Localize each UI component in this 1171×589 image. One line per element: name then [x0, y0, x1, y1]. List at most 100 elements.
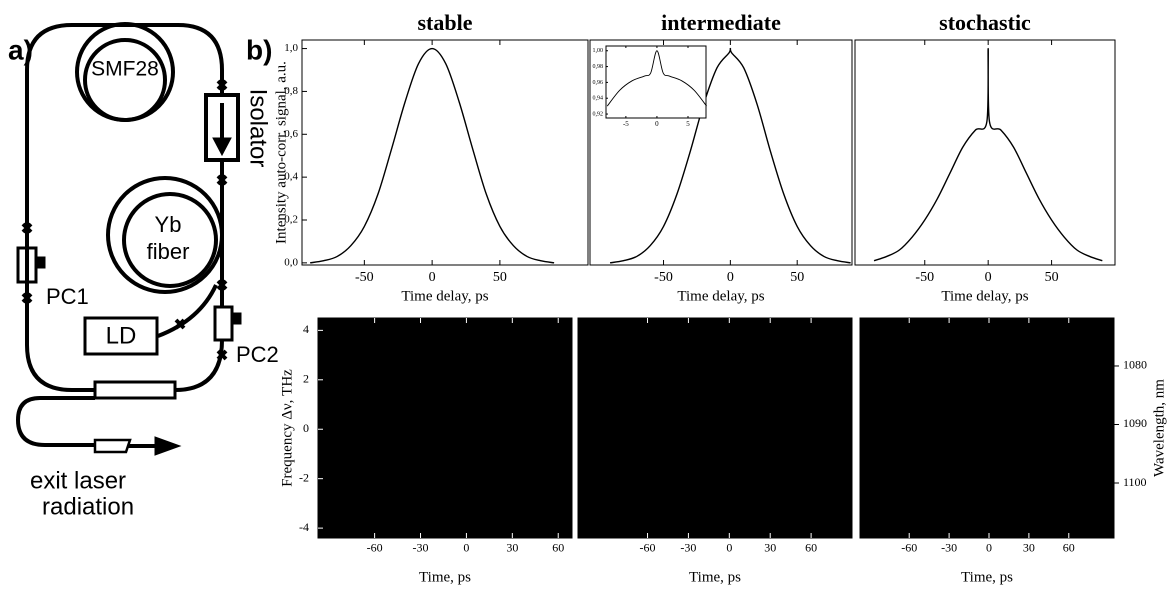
- y-axis-title: Frequency Δν, THz: [279, 369, 295, 487]
- panel-label: b): [246, 34, 272, 65]
- y-tick-label: 0,0: [284, 256, 298, 268]
- y-tick-label: 2: [303, 372, 309, 386]
- pump-label: LD: [106, 322, 137, 349]
- y-tick-label: 0,2: [284, 214, 298, 226]
- x-tick-label: 0: [985, 270, 992, 285]
- pc1-label: PC1: [46, 284, 89, 309]
- y-tick-label: -2: [299, 470, 309, 484]
- isolator-label: Isolator: [245, 89, 272, 168]
- y2-tick-label: 1080: [1123, 358, 1147, 372]
- line: [873, 47, 1103, 262]
- x-tick-label: 60: [552, 541, 564, 555]
- chart-title: stochastic: [939, 10, 1031, 35]
- spectrogram-area: [859, 317, 1115, 539]
- x-tick-label: -60: [367, 541, 383, 555]
- output-connector: [93, 438, 132, 454]
- x-axis-title: Time, ps: [419, 569, 471, 585]
- x-tick-label: 0: [429, 270, 436, 285]
- gain-fiber-label: Yb: [155, 212, 182, 237]
- x-tick-label: -30: [680, 541, 696, 555]
- splice: [216, 279, 228, 291]
- y2-tick-label: 1100: [1123, 475, 1147, 489]
- y-tick-label: 0,94: [593, 96, 604, 102]
- pc2: [213, 305, 234, 342]
- pc1-knob: [36, 256, 46, 269]
- x-tick-label: 30: [506, 541, 518, 555]
- pc2-label: PC2: [236, 342, 279, 367]
- yb-coil: [106, 176, 224, 294]
- schematic-labels: a) b) SMF28 Isolator Yb fiber PC1 LD PC2…: [8, 34, 279, 520]
- y2-axis-title: Wavelength, nm: [1151, 379, 1167, 477]
- y-tick-label: 0,98: [593, 64, 604, 70]
- y-tick-label: 0,6: [284, 128, 298, 140]
- x-tick-label: 0: [986, 541, 992, 555]
- ld-box: [83, 316, 159, 356]
- isolator-arrow: [212, 137, 232, 157]
- x-tick-label: -50: [915, 270, 934, 285]
- x-tick-label: -50: [355, 270, 374, 285]
- y-tick-label: 1,0: [284, 42, 298, 54]
- yb-coil: [122, 192, 218, 288]
- x-tick-label: -30: [941, 541, 957, 555]
- x-tick-label: -60: [640, 541, 656, 555]
- x-tick-label: -50: [654, 270, 673, 285]
- gain-fiber-label: fiber: [147, 239, 190, 264]
- x-tick-label: 60: [805, 541, 817, 555]
- spectrogram-area: [577, 317, 853, 539]
- y-tick-label: 0,96: [593, 80, 604, 86]
- x-axis-title: Time delay, ps: [941, 288, 1028, 304]
- x-tick-label: 30: [1023, 541, 1035, 555]
- y-tick-label: 0,8: [284, 85, 298, 97]
- x-axis-title: Time delay, ps: [677, 288, 764, 304]
- fiber-label: SMF28: [91, 58, 159, 81]
- output-arrow: [154, 436, 182, 456]
- plot-area: [301, 39, 589, 266]
- chart-title: intermediate: [661, 10, 781, 35]
- laser-schematic: [15, 22, 242, 456]
- x-tick-label: 50: [493, 270, 507, 285]
- panel-label: a): [8, 34, 33, 65]
- chart-title: stable: [418, 10, 473, 35]
- x-tick-label: -5: [623, 120, 629, 128]
- x-tick-label: -30: [413, 541, 429, 555]
- x-tick-label: 30: [764, 541, 776, 555]
- smf-coil: [83, 38, 167, 122]
- x-tick-label: 5: [686, 120, 690, 128]
- y-tick-label: 0,4: [284, 171, 298, 183]
- splice: [216, 349, 228, 361]
- x-axis-title: Time, ps: [961, 569, 1013, 585]
- fiber-loop: [25, 23, 224, 345]
- y-tick-label: 4: [303, 322, 309, 336]
- fiber-loop: [174, 339, 224, 392]
- spectrogram-area: [317, 317, 573, 539]
- splice: [21, 222, 33, 234]
- x-tick-label: 60: [1063, 541, 1075, 555]
- coupler: [93, 380, 177, 400]
- y2-tick-label: 1090: [1123, 416, 1147, 430]
- x-tick-label: 0: [727, 270, 734, 285]
- fiber-loop: [25, 344, 95, 392]
- output-fiber: [15, 396, 95, 447]
- y-tick-label: 0,92: [593, 111, 604, 117]
- x-tick-label: 0: [463, 541, 469, 555]
- y-tick-label: 1,00: [593, 48, 604, 54]
- splice: [174, 318, 186, 330]
- plot-area: [854, 39, 1116, 266]
- y-axis-title: Intensity auto-corr. signal, a.u.: [273, 61, 289, 244]
- x-tick-label: 50: [1045, 270, 1059, 285]
- x-tick-label: 0: [655, 120, 659, 128]
- x-axis-title: Time delay, ps: [401, 288, 488, 304]
- pump-fiber: [157, 284, 218, 338]
- splice: [21, 292, 33, 304]
- x-axis-title: Time, ps: [689, 569, 741, 585]
- x-tick-label: -60: [901, 541, 917, 555]
- inset-area: [605, 45, 707, 119]
- pc1: [16, 246, 38, 284]
- line: [609, 47, 851, 264]
- output-label: radiation: [42, 493, 134, 520]
- isolator: [204, 93, 240, 162]
- output-label: exit laser: [30, 467, 126, 494]
